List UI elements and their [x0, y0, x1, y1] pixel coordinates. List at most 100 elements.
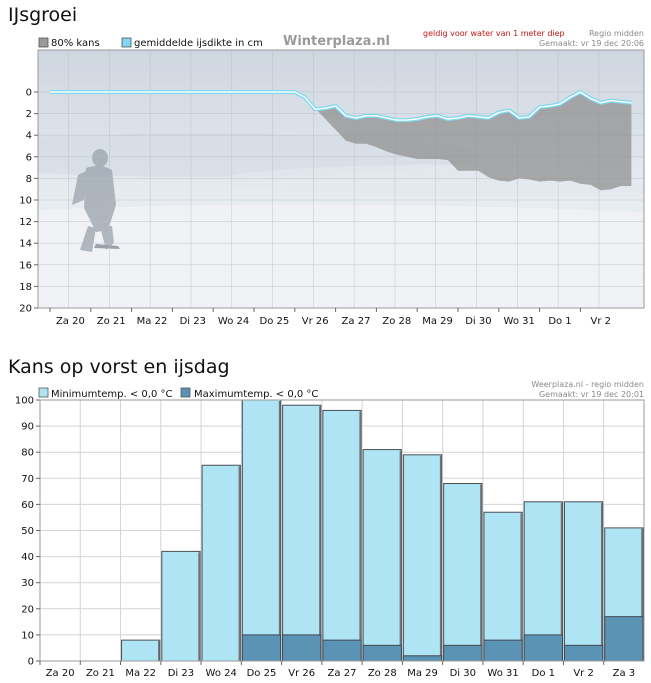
- bar-maximumtemp: [604, 616, 644, 662]
- bar-minimumtemp: [121, 639, 161, 662]
- ice-mean-thickness-line: [50, 90, 632, 123]
- ice-y-tick-label: 20: [19, 304, 32, 315]
- ice-x-tick-label: Ma 22: [137, 316, 168, 327]
- frost-x-tick-label: Zo 21: [86, 668, 115, 679]
- ice-x-tick-label: Do 1: [548, 316, 571, 327]
- bar-maximumtemp: [523, 634, 563, 662]
- bar-minimumtemp: [161, 550, 201, 662]
- frost-y-tick-label: 50: [21, 526, 34, 537]
- frost-y-tick-label: 100: [15, 396, 34, 407]
- bar-maximumtemp: [563, 644, 604, 662]
- ice-x-tick-label: Za 27: [342, 316, 371, 327]
- legend-swatch-maximumtemp: [180, 387, 191, 398]
- legend-label-minimumtemp: Minimumtemp. < 0,0 °C: [51, 389, 173, 400]
- ice-x-tick-label: Zo 21: [97, 316, 126, 327]
- frost-y-tick-label: 10: [21, 630, 34, 641]
- frost-x-axis: Za 20 Zo 21 Ma 22 Di 23 Wo 24 Do 25 Vr 26 Za 27…: [39, 661, 636, 679]
- legend-label-maximumtemp: Maximumtemp. < 0,0 °C: [194, 389, 318, 400]
- ice-y-tick-label: 18: [19, 282, 32, 293]
- frost-y-tick-label: 90: [21, 422, 34, 433]
- frost-y-axis: 0 10 20 30 40 50 60 70 80 90 100: [15, 396, 40, 668]
- bar-minimumtemp: [362, 449, 402, 662]
- winterplaza-watermark: Winterplaza.nl: [283, 34, 390, 49]
- frost-bars: [121, 399, 644, 662]
- frost-x-tick-label: Ma 29: [407, 668, 438, 679]
- region-label: Regio midden: [589, 30, 644, 38]
- frost-x-tick-label: Vr 26: [288, 668, 315, 679]
- source-label: Weerplaza.nl - regio midden: [531, 380, 644, 389]
- ice-mean-line-inner: [50, 91, 632, 121]
- ice-x-axis: Za 20 Zo 21 Ma 22 Di 23 Wo 24 Do 25 Vr 26 Za 27…: [49, 308, 612, 327]
- frost-x-tick-label: Za 3: [613, 668, 636, 679]
- frost-y-tick-label: 80: [21, 448, 34, 459]
- frost-x-tick-label: Zo 28: [368, 668, 397, 679]
- ice-y-tick-label: 14: [19, 239, 32, 250]
- frost-x-tick-label: Do 1: [532, 668, 555, 679]
- frost-x-tick-label: Za 20: [46, 668, 75, 679]
- ijsgroei-title: IJsgroei: [8, 4, 78, 26]
- bar-maximumtemp: [402, 655, 443, 662]
- bar-minimumtemp: [282, 404, 322, 662]
- bar-maximumtemp: [322, 639, 362, 662]
- bar-minimumtemp: [402, 454, 443, 662]
- ice-y-tick-label: 12: [19, 217, 32, 228]
- bar-minimumtemp: [201, 464, 241, 662]
- ice-x-tick-label: Do 25: [260, 316, 290, 327]
- legend-swatch-80-kans: [38, 37, 49, 48]
- legend-label-ijsdikte: gemiddelde ijsdikte in cm: [134, 38, 263, 49]
- frost-x-tick-label: Ma 22: [125, 668, 156, 679]
- bar-maximumtemp: [241, 634, 282, 662]
- ice-x-tick-label: Wo 24: [218, 316, 249, 327]
- frost-x-tick-label: Wo 24: [206, 668, 237, 679]
- ice-growth-chart: 80% kans gemiddelde ijsdikte in cm Winte…: [19, 30, 645, 327]
- frost-x-tick-label: Do 25: [247, 668, 277, 679]
- made-timestamp: Gemaakt: vr 19 dec 20:06: [539, 39, 644, 48]
- validity-note: geldig voor water van 1 meter diep: [423, 30, 565, 38]
- frost-x-tick-label: Di 30: [450, 668, 476, 679]
- vorst-title: Kans op vorst en ijsdag: [8, 356, 230, 378]
- ice-x-tick-label: Wo 31: [504, 316, 535, 327]
- legend-swatch-ijsdikte: [121, 37, 132, 48]
- bar-minimumtemp: [443, 483, 483, 662]
- frost-y-tick-label: 0: [28, 657, 34, 668]
- ice-y-axis: 0 2 4 6 8 10 12 14 16 18 20: [19, 88, 38, 315]
- ice-y-tick-label: 8: [26, 174, 32, 185]
- ice-y-tick-label: 6: [26, 152, 32, 163]
- bar-minimumtemp: [241, 399, 282, 662]
- bar-maximumtemp: [362, 644, 402, 662]
- frost-y-tick-label: 70: [21, 474, 34, 485]
- frost-y-tick-label: 20: [21, 604, 34, 615]
- bar-maximumtemp: [443, 644, 483, 662]
- ice-x-tick-label: Di 23: [180, 316, 206, 327]
- frost-x-tick-label: Di 23: [168, 668, 194, 679]
- frost-chart: Minimumtemp. < 0,0 °C Maximumtemp. < 0,0…: [15, 380, 645, 679]
- ice-y-tick-label: 4: [26, 131, 32, 142]
- legend-swatch-minimumtemp: [38, 387, 49, 398]
- skater-silhouette: [72, 149, 120, 252]
- frost-x-tick-label: Wo 31: [487, 668, 518, 679]
- ice-y-tick-label: 0: [26, 88, 32, 99]
- bar-minimumtemp: [563, 501, 604, 662]
- frost-x-tick-label: Za 27: [328, 668, 357, 679]
- legend-label-80-kans: 80% kans: [51, 38, 100, 49]
- frost-y-tick-label: 60: [21, 500, 34, 511]
- ice-x-tick-label: Vr 26: [302, 316, 329, 327]
- ice-y-tick-label: 10: [19, 196, 32, 207]
- bar-minimumtemp: [483, 511, 523, 662]
- ice-x-tick-label: Za 20: [56, 316, 85, 327]
- ice-x-tick-label: Zo 28: [382, 316, 411, 327]
- ice-x-tick-label: Vr 2: [591, 316, 612, 327]
- ice-y-tick-label: 16: [19, 260, 32, 271]
- frost-y-tick-label: 30: [21, 578, 34, 589]
- bar-maximumtemp: [282, 634, 322, 662]
- ice-80-kans-area: [50, 92, 632, 191]
- ice-x-tick-label: Di 30: [465, 316, 491, 327]
- made-timestamp-frost: Gemaakt: vr 19 dec 20:01: [539, 390, 644, 399]
- bar-maximumtemp: [483, 639, 523, 662]
- frost-x-tick-label: Vr 2: [573, 668, 594, 679]
- ice-x-tick-label: Ma 29: [422, 316, 453, 327]
- plot-border: [37, 49, 645, 309]
- frost-y-tick-label: 40: [21, 552, 34, 563]
- bar-minimumtemp: [322, 409, 362, 662]
- ice-y-tick-label: 2: [26, 109, 32, 120]
